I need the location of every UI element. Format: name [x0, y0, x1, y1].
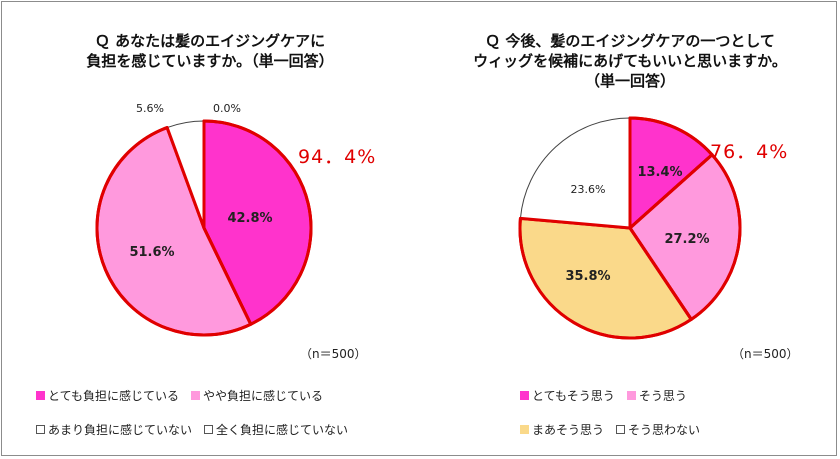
- pie-slice-outline: [628, 153, 742, 321]
- legend-item: とても負担に感じている: [36, 387, 179, 404]
- legend-label: そう思う: [638, 389, 687, 403]
- legend-swatch: [626, 391, 636, 400]
- slice-label: 35.8%: [565, 269, 610, 284]
- chart-title-line: （単一回答）: [584, 72, 675, 90]
- pie-slice-outline: [518, 216, 693, 340]
- legend-swatch: [36, 425, 45, 434]
- chart-title-line: Ｑ あなたは髪のエイジングケアに: [94, 32, 326, 50]
- slice-label: 42.8%: [227, 211, 272, 226]
- legend-row: とても負担に感じている やや負担に感じている: [36, 387, 335, 404]
- legend-swatch: [191, 391, 201, 400]
- pie-slice-outline: [95, 126, 253, 337]
- legend-item: そう思わない: [616, 421, 700, 438]
- legend-row: あまり負担に感じていない 全く負担に感じていない: [36, 421, 360, 438]
- legend-row: まあそう思う そう思わない: [520, 421, 712, 438]
- legend-label: とてもそう思う: [532, 389, 615, 403]
- pie-chart-wig: 13.4% 27.2% 35.8% 23.6% 76．4%: [518, 116, 788, 340]
- chart-title: Ｑ 今後、髪のエイジングケアの一つとして ウィッグを候補にあげてもいいと思います…: [420, 31, 840, 91]
- legend-item: そう思う: [626, 387, 687, 404]
- chart-panel-burden: Ｑ あなたは髪のエイジングケアに 負担を感じていますか。（単一回答） 42.8%…: [0, 31, 420, 438]
- legend-swatch: [520, 391, 529, 400]
- chart-title-line: Ｑ 今後、髪のエイジングケアの一つとして: [485, 32, 775, 50]
- legend-label: とても負担に感じている: [48, 389, 180, 403]
- sample-size-label: （n＝500）: [300, 347, 367, 361]
- legend-swatch: [616, 425, 626, 434]
- legend-swatch: [204, 425, 214, 434]
- sample-size-label: （n＝500）: [732, 347, 799, 361]
- slice-label: 5.6%: [136, 102, 164, 115]
- highlight-total-label: 76．4%: [710, 141, 788, 163]
- legend-item: 全く負担に感じていない: [204, 421, 348, 438]
- legend-label: やや負担に感じている: [203, 389, 324, 403]
- pie-chart-burden: 42.8% 51.6% 5.6% 0.0% 94．4%: [95, 102, 376, 337]
- legend-item: まあそう思う: [520, 421, 604, 438]
- legend-label: まあそう思う: [532, 423, 605, 437]
- legend-item: あまり負担に感じていない: [36, 421, 192, 438]
- legend-swatch: [520, 425, 529, 434]
- slice-label: 23.6%: [571, 183, 606, 196]
- chart-title: Ｑ あなたは髪のエイジングケアに 負担を感じていますか。（単一回答）: [0, 31, 420, 71]
- legend-row: とてもそう思う そう思う: [520, 387, 699, 404]
- legend-item: とてもそう思う: [520, 387, 615, 404]
- slice-label: 13.4%: [637, 165, 682, 180]
- legend-label: あまり負担に感じていない: [48, 423, 193, 437]
- slice-label: 51.6%: [129, 245, 174, 260]
- chart-title-line: 負担を感じていますか。（単一回答）: [86, 52, 334, 70]
- legend-item: やや負担に感じている: [191, 387, 323, 404]
- pie-slice: [519, 117, 631, 229]
- legend-label: 全く負担に感じていない: [216, 423, 349, 437]
- legend-label: そう思わない: [628, 423, 701, 437]
- chart-panel-wig: Ｑ 今後、髪のエイジングケアの一つとして ウィッグを候補にあげてもいいと思います…: [420, 0, 840, 459]
- chart-title-line: ウィッグを候補にあげてもいいと思いますか。: [473, 52, 787, 70]
- pie-slice-outline: [202, 119, 313, 326]
- pie-slice-outline: [628, 116, 714, 230]
- slice-label: 0.0%: [213, 102, 241, 115]
- highlight-total-label: 94．4%: [298, 146, 376, 168]
- slice-label: 27.2%: [664, 232, 709, 247]
- legend-swatch: [36, 391, 45, 400]
